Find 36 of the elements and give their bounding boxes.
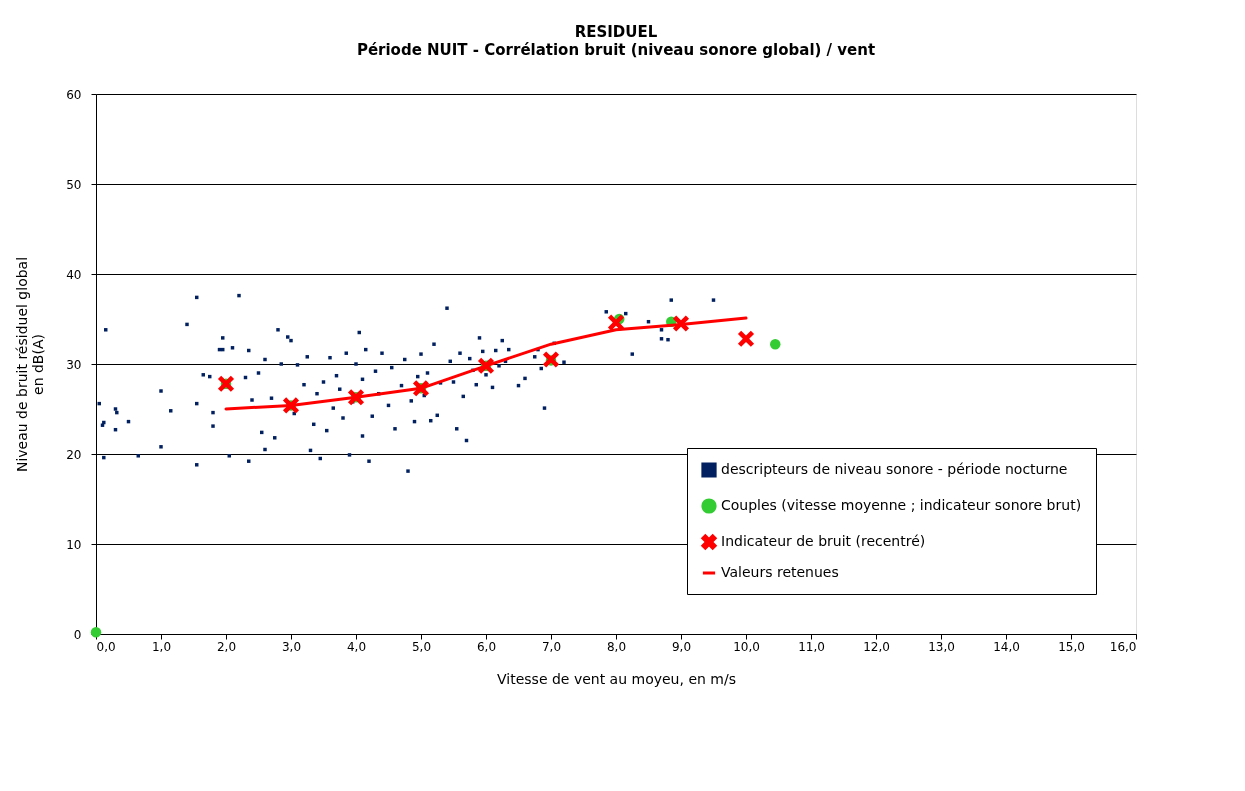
- legend-label: Valeurs retenues: [721, 564, 839, 580]
- x-tick-label: 15,0: [1058, 639, 1085, 654]
- x-tick-label: 3,0: [281, 639, 302, 654]
- x-tick-label: 16,0: [1109, 639, 1137, 654]
- x-tick-label: 10,0: [733, 639, 760, 654]
- x-tick-label: 14,0: [993, 639, 1020, 654]
- y-tick-label: 10: [66, 537, 82, 552]
- x-tick-label: 13,0: [928, 639, 955, 654]
- y-tick-label: 20: [66, 447, 82, 462]
- x-tick-label: 5,0: [411, 639, 432, 654]
- y-axis-title: Niveau de bruit résiduel global en dB(A): [14, 256, 47, 473]
- chart-title: RESIDUEL: [574, 23, 658, 41]
- x-tick-label: 12,0: [863, 639, 890, 654]
- y-tick-label: 30: [66, 357, 82, 372]
- y-tick-label: 0: [73, 627, 82, 642]
- y-tick-label: 50: [66, 177, 82, 192]
- chart-subtitle: Période NUIT - Corrélation bruit (niveau sonore global) / vent: [356, 41, 876, 59]
- x-tick-label: 9,0: [671, 639, 692, 654]
- point: [542, 351, 560, 368]
- y-tick-label: 60: [66, 87, 82, 102]
- x-tick-label: 7,0: [541, 639, 562, 654]
- x-tick-label: 0,0: [96, 639, 116, 654]
- point: [737, 330, 755, 347]
- x-tick-label: 4,0: [346, 639, 367, 654]
- x-tick-label: 8,0: [606, 639, 627, 654]
- x-tick-label: 11,0: [798, 639, 825, 654]
- x-axis-title: Vitesse de vent au moyeu, en m/s: [497, 670, 736, 687]
- legend-label: descripteurs de niveau sonore - période nocturne: [721, 461, 1068, 477]
- legend-label: Couples (vitesse moyenne ; indicateur sonore brut): [721, 497, 1082, 513]
- x-tick-label: 2,0: [216, 639, 237, 654]
- point: [90, 626, 102, 638]
- legend-label: Indicateur de bruit (recentré): [721, 533, 926, 549]
- point: [770, 338, 781, 350]
- x-tick-label: 1,0: [151, 639, 172, 654]
- y-tick-label: 40: [66, 267, 82, 282]
- x-tick-label: 6,0: [476, 639, 497, 654]
